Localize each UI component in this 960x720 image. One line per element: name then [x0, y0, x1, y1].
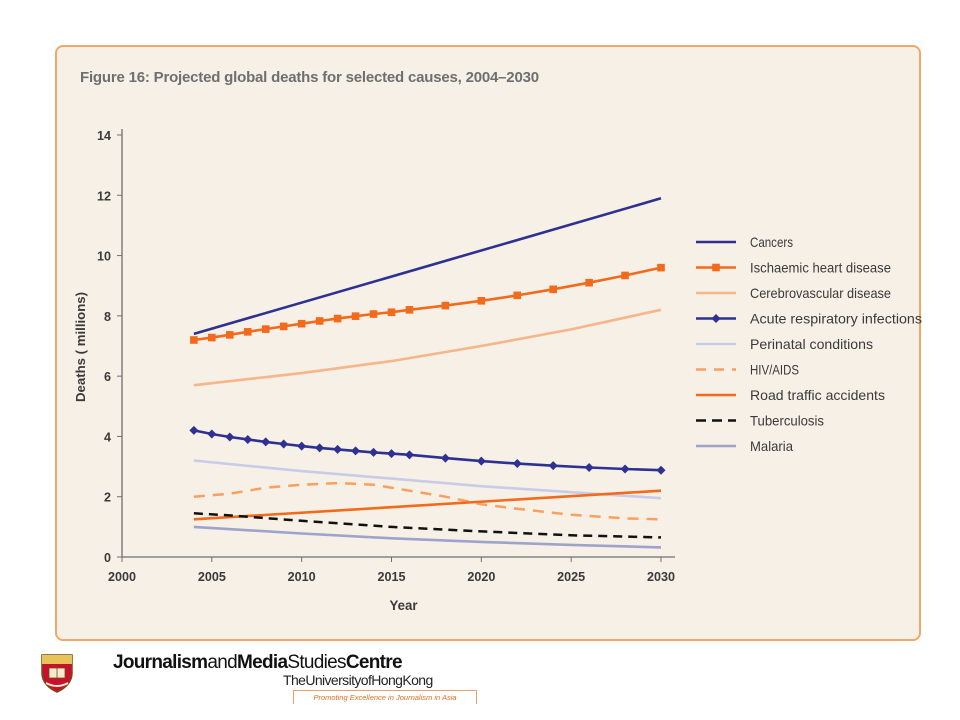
data-point-square — [621, 271, 629, 280]
university-name-university: University — [305, 672, 361, 688]
data-point-diamond — [656, 465, 666, 475]
data-point-diamond — [476, 456, 486, 466]
data-point-diamond — [207, 429, 217, 439]
data-point-square — [243, 328, 252, 336]
x-axis-title: Year — [390, 597, 419, 613]
data-point-square — [315, 317, 324, 325]
data-point-diamond — [404, 450, 414, 460]
centre-name-studies: Studies — [287, 652, 346, 673]
series-line — [193, 512, 662, 539]
legend-marker-diamond — [711, 314, 721, 323]
university-name: TheUniversityofHongKong — [283, 672, 433, 688]
x-tick-label: 2030 — [647, 569, 675, 584]
y-tick-label: 12 — [97, 188, 111, 203]
y-tick-label: 14 — [97, 128, 112, 143]
data-point-diamond — [351, 446, 361, 456]
y-axis-title: Deaths ( millions) — [73, 292, 88, 402]
series-line — [193, 481, 662, 521]
legend-label: HIV/AIDS — [750, 362, 799, 378]
legend-label: Cancers — [750, 234, 793, 250]
y-tick-label: 8 — [104, 309, 111, 324]
data-point-square — [387, 308, 396, 317]
data-point-diamond — [261, 437, 271, 447]
legend-label: Road traffic accidents — [750, 387, 885, 403]
legend-marker-square — [712, 263, 720, 272]
data-point-diamond — [387, 449, 396, 459]
y-tick-label: 10 — [97, 249, 111, 264]
data-point-square — [405, 306, 414, 314]
university-name-hong: Hong — [371, 672, 403, 688]
x-tick-label: 2025 — [557, 569, 585, 584]
data-point-diamond — [620, 464, 630, 474]
data-point-diamond — [189, 425, 199, 435]
legend-label: Tuberculosis — [750, 413, 824, 429]
x-tick-label: 2000 — [108, 569, 136, 584]
data-point-diamond — [279, 439, 289, 449]
data-point-diamond — [297, 441, 307, 451]
data-point-square — [513, 291, 522, 300]
data-point-diamond — [315, 443, 325, 453]
university-crest-icon — [40, 653, 74, 698]
y-tick-label: 0 — [104, 550, 111, 565]
legend-label: Perinatal conditions — [750, 336, 873, 352]
data-point-square — [261, 325, 270, 333]
data-point-square — [333, 314, 342, 323]
series-line — [193, 429, 662, 472]
legend-label: Acute respiratory infections — [750, 311, 922, 327]
series-line — [193, 459, 662, 500]
tagline: Promoting Excellence in Journalism in As… — [293, 690, 477, 704]
data-point-square — [190, 336, 198, 344]
series-line — [193, 308, 662, 387]
data-point-diamond — [243, 434, 253, 444]
centre-name: JournalismandMediaStudiesCentre — [113, 652, 403, 674]
data-point-square — [477, 296, 486, 305]
data-point-square — [279, 322, 288, 331]
centre-name-journalism: Journalism — [113, 652, 208, 673]
x-tick-label: 2005 — [198, 569, 226, 584]
data-point-square — [441, 301, 450, 310]
data-point-diamond — [333, 444, 343, 454]
x-tick-label: 2020 — [467, 569, 495, 584]
data-point-square — [369, 310, 378, 318]
data-point-diamond — [548, 461, 558, 471]
data-point-square — [351, 312, 360, 320]
centre-name-and: and — [207, 652, 237, 673]
data-point-diamond — [225, 432, 235, 442]
series-line — [193, 197, 662, 336]
centre-name-centre: Centre — [345, 652, 403, 673]
data-point-diamond — [512, 459, 522, 469]
data-point-square — [657, 263, 665, 272]
data-point-square — [585, 278, 593, 287]
legend-label: Ischaemic heart disease — [750, 260, 891, 276]
university-name-of: of — [360, 672, 372, 688]
data-point-diamond — [584, 462, 594, 472]
data-point-square — [297, 319, 306, 328]
x-tick-label: 2015 — [378, 569, 406, 584]
data-point-square — [208, 333, 216, 342]
legend-label: Cerebrovascular disease — [750, 285, 891, 301]
data-point-square — [226, 331, 234, 339]
y-tick-label: 6 — [104, 369, 111, 384]
legend-label: Malaria — [750, 438, 793, 454]
university-name-the: The — [283, 672, 306, 688]
y-tick-label: 4 — [104, 429, 112, 444]
series-line — [193, 525, 662, 549]
y-tick-label: 2 — [104, 490, 111, 505]
data-point-square — [549, 285, 557, 294]
university-name-kong: Kong — [402, 672, 433, 688]
centre-name-media: Media — [236, 652, 288, 673]
figure-title: Figure 16: Projected global deaths for s… — [80, 69, 539, 86]
data-point-diamond — [369, 447, 379, 457]
data-point-diamond — [440, 453, 450, 463]
series-line — [193, 489, 662, 521]
x-tick-label: 2010 — [288, 569, 316, 584]
